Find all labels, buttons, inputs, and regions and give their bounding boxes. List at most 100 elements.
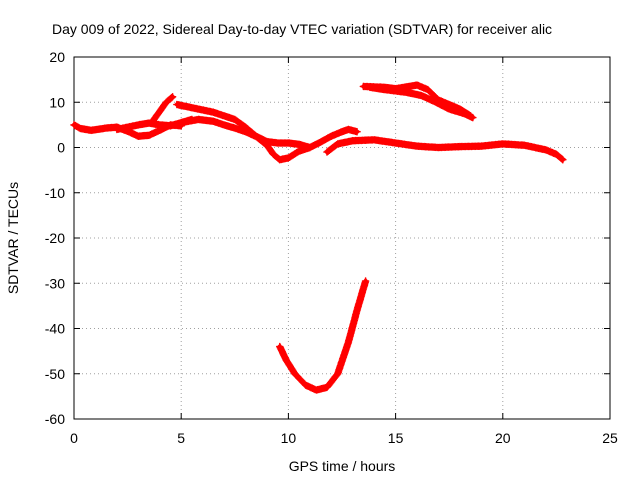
data-point — [393, 140, 398, 146]
series-track-4h-spike — [149, 93, 177, 125]
data-point — [329, 134, 334, 139]
data-point — [78, 126, 83, 131]
data-point — [71, 122, 77, 128]
y-tick-label: -60 — [45, 411, 65, 427]
x-tick-label: 5 — [177, 430, 185, 446]
data-point — [146, 120, 152, 126]
data-point — [196, 117, 201, 122]
chart-title: Day 009 of 2022, Sidereal Day-to-day VTE… — [52, 21, 552, 37]
x-tick-label: 25 — [602, 430, 618, 446]
data-point — [324, 149, 330, 155]
data-point — [179, 120, 184, 125]
x-tick-labels: 0 5 10 15 20 25 — [70, 430, 618, 446]
data-point — [271, 152, 276, 157]
data-point — [232, 125, 237, 131]
y-tick-label: 0 — [57, 140, 65, 156]
y-tick-label: -40 — [45, 321, 65, 337]
data-point — [346, 339, 351, 345]
data-point — [157, 122, 162, 128]
data-point — [174, 102, 180, 107]
data-point — [275, 140, 280, 146]
data-point — [314, 387, 319, 393]
x-tick-label: 20 — [495, 430, 511, 446]
data-point — [211, 119, 216, 124]
data-point — [284, 358, 289, 363]
y-tick-label: -30 — [45, 275, 65, 291]
y-tick-label: 10 — [49, 94, 65, 110]
data-point — [361, 84, 366, 89]
data-point — [419, 93, 424, 98]
data-point — [560, 157, 565, 162]
series-track-10-13h — [306, 125, 361, 152]
data-point — [286, 155, 291, 161]
grid-lines — [74, 57, 610, 419]
data-point — [164, 100, 169, 105]
data-series — [70, 81, 567, 394]
data-point — [104, 125, 109, 131]
data-point — [447, 106, 452, 112]
data-point — [243, 129, 248, 134]
data-point — [414, 143, 420, 149]
data-point — [151, 118, 156, 123]
data-point — [292, 371, 297, 376]
data-point — [324, 385, 330, 390]
data-point — [277, 344, 282, 349]
data-point — [354, 308, 360, 313]
data-point — [157, 128, 162, 133]
data-point — [286, 140, 291, 146]
data-point — [436, 145, 441, 150]
data-point — [146, 133, 152, 138]
data-point — [354, 129, 360, 134]
data-point — [462, 111, 467, 116]
series-track-13-18h-lower — [366, 83, 477, 122]
data-point — [303, 382, 308, 388]
data-point — [367, 85, 373, 90]
data-point — [554, 152, 559, 157]
data-point — [432, 99, 437, 104]
data-point — [500, 141, 505, 147]
data-point — [404, 90, 409, 95]
axis-ticks — [73, 56, 611, 420]
data-point — [543, 147, 548, 152]
data-point — [372, 137, 377, 142]
data-point — [277, 157, 282, 162]
data-point — [189, 105, 195, 110]
x-tick-label: 10 — [281, 430, 297, 446]
data-point — [307, 145, 312, 150]
y-tick-label: -20 — [45, 230, 65, 246]
data-point — [318, 139, 323, 145]
data-point — [296, 142, 302, 147]
data-point — [335, 371, 340, 376]
data-point — [89, 128, 94, 133]
x-axis-title: GPS time / hours — [289, 458, 396, 474]
x-tick-label: 0 — [70, 430, 78, 446]
x-tick-label: 15 — [388, 430, 404, 446]
y-tick-labels: -60 -50 -40 -30 -20 -10 0 10 20 — [45, 49, 65, 427]
data-point — [136, 122, 141, 128]
data-point — [522, 143, 527, 148]
data-point — [157, 109, 162, 114]
data-point — [264, 143, 270, 148]
data-point — [335, 141, 340, 147]
data-point — [479, 143, 484, 149]
data-point — [168, 123, 173, 128]
data-point — [339, 129, 345, 134]
y-tick-label: -50 — [45, 366, 65, 382]
data-point — [221, 122, 227, 128]
data-point — [425, 87, 430, 92]
series-track-12-23h — [323, 136, 567, 164]
y-tick-label: 20 — [49, 49, 65, 65]
y-tick-label: -10 — [45, 185, 65, 201]
y-axis-title: SDTVAR / TECUs — [5, 182, 21, 294]
data-point — [346, 127, 351, 132]
series-track-negative-arc — [276, 277, 370, 394]
data-point — [363, 278, 368, 284]
data-point — [382, 87, 388, 92]
data-point — [414, 82, 420, 88]
data-point — [170, 94, 175, 100]
data-point — [211, 110, 216, 115]
data-point — [114, 127, 120, 132]
data-point — [296, 148, 302, 154]
